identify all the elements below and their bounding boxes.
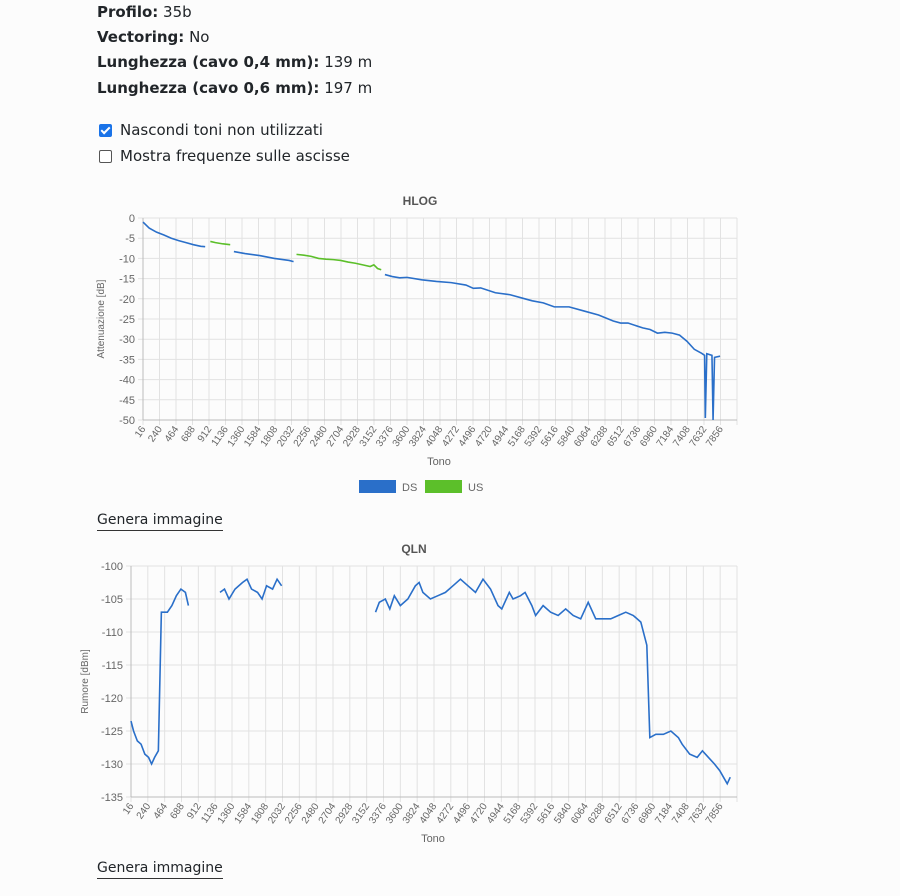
series-line-ds xyxy=(219,577,283,601)
x-tick-label: 2928 xyxy=(334,801,356,826)
series-line-ds xyxy=(142,221,206,248)
x-tick-label: 3376 xyxy=(367,801,389,826)
x-tick-label: 7632 xyxy=(687,801,709,826)
info-value: No xyxy=(189,28,210,46)
x-tick-label: 5392 xyxy=(519,801,541,826)
x-tick-label: 4496 xyxy=(451,801,473,826)
line-info: Vectoring: No xyxy=(97,28,210,46)
y-tick-label: -10 xyxy=(119,253,135,265)
info-value: 35b xyxy=(163,3,192,21)
info-label: Profilo xyxy=(97,3,153,21)
x-tick-label: 6512 xyxy=(603,801,625,826)
x-tick-label: 1584 xyxy=(233,801,255,826)
y-tick-label: 0 xyxy=(129,213,135,225)
show-frequencies-checkbox[interactable]: Mostra frequenze sulle ascisse xyxy=(99,147,350,165)
y-tick-label: -130 xyxy=(101,759,123,771)
legend-label: US xyxy=(468,482,483,494)
x-tick-label: 464 xyxy=(152,801,171,821)
info-label: Lunghezza (cavo 0,6 mm) xyxy=(97,79,314,97)
info-label: Vectoring xyxy=(97,28,179,46)
x-tick-label: 7408 xyxy=(670,801,692,826)
x-tick-label: 2480 xyxy=(300,801,322,826)
y-tick-label: -25 xyxy=(119,314,135,326)
checkbox-unchecked[interactable] xyxy=(99,149,112,163)
generate-image-link-hlog[interactable]: Genera immagine xyxy=(97,512,223,531)
x-axis-label: Tono xyxy=(421,833,445,845)
x-tick-label: 4720 xyxy=(468,801,490,826)
x-tick-label: 7856 xyxy=(704,801,726,826)
x-tick-label: 2704 xyxy=(317,801,339,826)
x-tick-label: 1360 xyxy=(216,801,238,826)
checkbox-label: Nascondi toni non utilizzati xyxy=(120,121,323,139)
x-tick-label: 6288 xyxy=(586,801,608,826)
legend-swatch-us xyxy=(425,480,462,493)
x-tick-label: 2256 xyxy=(283,801,305,826)
x-tick-label: 3152 xyxy=(350,801,372,826)
y-tick-label: -105 xyxy=(101,594,123,606)
checkbox-checked[interactable] xyxy=(99,123,112,137)
y-tick-label: -35 xyxy=(119,354,135,366)
x-axis-label: Tono xyxy=(427,456,451,468)
x-tick-label: 6064 xyxy=(569,801,591,826)
chart-title: HLOG xyxy=(403,194,438,208)
y-tick-label: -120 xyxy=(101,693,123,705)
y-tick-label: -135 xyxy=(101,792,123,804)
info-value: 197 m xyxy=(324,79,373,97)
x-tick-label: 2032 xyxy=(266,801,288,826)
x-tick-label: 6960 xyxy=(637,801,659,826)
y-tick-label: -40 xyxy=(119,375,135,387)
y-tick-label: -15 xyxy=(119,274,135,286)
hide-unused-tones-checkbox[interactable]: Nascondi toni non utilizzati xyxy=(99,121,323,139)
x-tick-label: 240 xyxy=(135,801,154,821)
y-tick-label: -5 xyxy=(125,233,135,245)
y-axis-label: Rumore [dBm] xyxy=(80,649,91,714)
x-tick-label: 6736 xyxy=(620,801,642,826)
x-tick-label: 464 xyxy=(163,424,182,444)
x-tick-label: 4048 xyxy=(418,801,440,826)
y-tick-label: -125 xyxy=(101,726,123,738)
x-tick-label: 5168 xyxy=(502,801,524,826)
line-info: Lunghezza (cavo 0,4 mm): 139 m xyxy=(97,53,373,71)
series-line-ds xyxy=(130,587,190,766)
series-line-us xyxy=(210,240,231,246)
series-line-ds xyxy=(384,273,721,421)
x-tick-label: 7184 xyxy=(653,801,675,826)
y-tick-label: -30 xyxy=(119,334,135,346)
series-line-ds xyxy=(374,577,731,786)
info-label: Lunghezza (cavo 0,4 mm) xyxy=(97,53,314,71)
x-tick-label: 688 xyxy=(179,424,198,444)
x-tick-label: 7856 xyxy=(704,424,726,449)
series-line-ds xyxy=(233,250,294,263)
series-line-us xyxy=(296,253,382,271)
x-tick-label: 5616 xyxy=(536,801,558,826)
x-tick-label: 688 xyxy=(168,801,187,821)
x-tick-label: 1808 xyxy=(249,801,271,826)
y-tick-label: -50 xyxy=(119,415,135,427)
generate-image-link-qln[interactable]: Genera immagine xyxy=(97,860,223,879)
chart-title: QLN xyxy=(401,542,426,556)
y-tick-label: -100 xyxy=(101,561,123,573)
legend-label: DS xyxy=(402,482,417,494)
x-tick-label: 4272 xyxy=(435,801,457,826)
y-axis-label: Attenuazione [dB] xyxy=(96,279,107,358)
checkbox-label: Mostra frequenze sulle ascisse xyxy=(120,147,350,165)
x-tick-label: 5840 xyxy=(552,801,574,826)
y-tick-label: -20 xyxy=(119,294,135,306)
y-tick-label: -115 xyxy=(102,660,123,672)
line-info: Profilo: 35b xyxy=(97,3,192,21)
x-tick-label: 3824 xyxy=(401,801,423,826)
legend-swatch-ds xyxy=(359,480,396,493)
qln-chart: QLN-100-105-110-115-120-125-130-13516240… xyxy=(80,542,738,845)
line-info: Lunghezza (cavo 0,6 mm): 197 m xyxy=(97,79,373,97)
x-tick-label: 3600 xyxy=(384,801,406,826)
hlog-chart: HLOG0-5-10-15-20-25-30-35-40-45-50162404… xyxy=(96,194,738,494)
y-tick-label: -110 xyxy=(102,627,123,639)
x-tick-label: 240 xyxy=(146,424,165,444)
y-tick-label: -45 xyxy=(119,395,135,407)
info-value: 139 m xyxy=(324,53,373,71)
x-tick-label: 4944 xyxy=(485,801,507,826)
